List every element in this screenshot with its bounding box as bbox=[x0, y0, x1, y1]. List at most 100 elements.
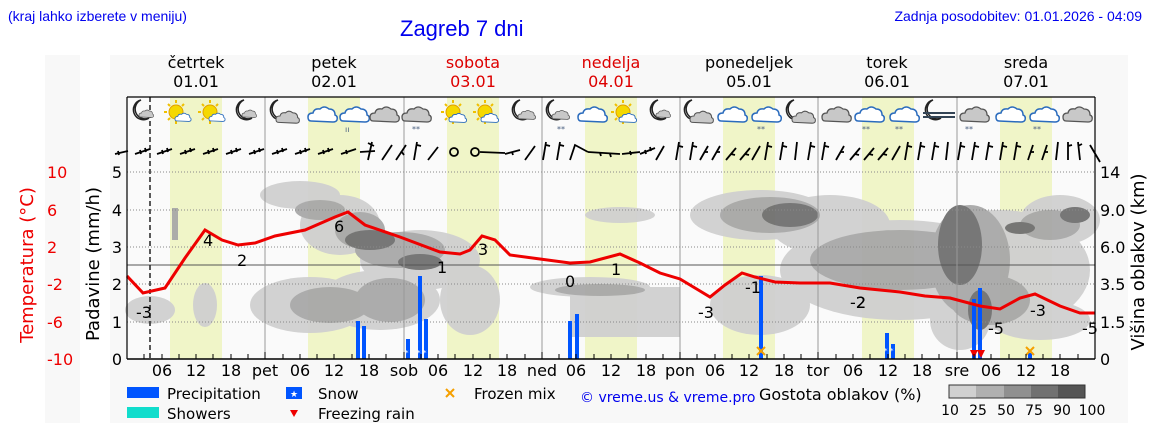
svg-text:tor: tor bbox=[807, 361, 830, 380]
svg-text:1: 1 bbox=[112, 313, 122, 332]
weather-icons: ıı ** ** ** ** ** ** ** bbox=[132, 99, 1093, 134]
svg-text:12: 12 bbox=[324, 361, 344, 380]
svg-text:18: 18 bbox=[1050, 361, 1070, 380]
day-name: petek bbox=[311, 53, 357, 72]
snow-markers: * * * * * bbox=[405, 347, 894, 357]
svg-text:**: ** bbox=[862, 125, 870, 134]
svg-text:-3: -3 bbox=[1030, 301, 1046, 320]
svg-text:-1: -1 bbox=[745, 278, 761, 297]
svg-text:12: 12 bbox=[739, 361, 759, 380]
svg-text:-2: -2 bbox=[850, 293, 866, 312]
legend-freezing-rain-label: Freezing rain bbox=[318, 405, 415, 423]
svg-text:*: * bbox=[890, 347, 894, 355]
svg-text:12: 12 bbox=[878, 361, 898, 380]
svg-text:18: 18 bbox=[636, 361, 656, 380]
svg-text:1: 1 bbox=[437, 258, 447, 277]
temp-axis-label: Temperatura (°C) bbox=[17, 187, 38, 344]
day-header: četrtek 01.01 bbox=[127, 53, 265, 91]
cloud-axis-label: Višina oblakov (km) bbox=[1128, 173, 1149, 350]
svg-text:14: 14 bbox=[1100, 163, 1120, 182]
svg-text:6: 6 bbox=[47, 201, 57, 220]
svg-text:1: 1 bbox=[611, 260, 621, 279]
svg-text:1.5: 1.5 bbox=[1100, 313, 1125, 332]
legend-snow-swatch bbox=[286, 387, 302, 399]
svg-text:100: 100 bbox=[1079, 403, 1106, 419]
svg-text:**: ** bbox=[757, 125, 765, 134]
svg-text:6: 6 bbox=[334, 217, 344, 236]
legend-showers-label: Showers bbox=[167, 405, 231, 423]
temperature-line bbox=[125, 210, 1095, 315]
svg-text:06: 06 bbox=[981, 361, 1001, 380]
copyright-link[interactable]: © vreme.us & vreme.pro bbox=[580, 390, 755, 406]
svg-text:75: 75 bbox=[1025, 403, 1043, 419]
svg-text:2: 2 bbox=[47, 238, 57, 257]
svg-text:18: 18 bbox=[497, 361, 517, 380]
svg-text:12: 12 bbox=[1016, 361, 1036, 380]
svg-text:06: 06 bbox=[566, 361, 586, 380]
legend-precip-label: Precipitation bbox=[167, 385, 261, 403]
x-ticks bbox=[143, 352, 1079, 359]
snow-icon: ★ bbox=[290, 390, 298, 400]
svg-text:ıı: ıı bbox=[345, 125, 349, 134]
day-date: 05.01 bbox=[726, 72, 772, 91]
svg-text:sre: sre bbox=[945, 361, 969, 380]
legend-showers-swatch bbox=[127, 407, 159, 418]
day-separators bbox=[264, 97, 958, 359]
svg-text:-3: -3 bbox=[698, 303, 714, 322]
svg-text:*: * bbox=[405, 349, 409, 357]
svg-text:10: 10 bbox=[941, 403, 959, 419]
cloud-axis-ticks: 0 1.5 3.5 6.0 9.0 14 bbox=[1100, 163, 1125, 369]
svg-text:90: 90 bbox=[1053, 403, 1071, 419]
svg-text:50: 50 bbox=[997, 403, 1015, 419]
cloud-density-scale bbox=[948, 384, 1086, 399]
svg-text:9.0: 9.0 bbox=[1100, 201, 1125, 220]
svg-text:06: 06 bbox=[290, 361, 310, 380]
svg-text:4: 4 bbox=[203, 231, 213, 250]
svg-text:12: 12 bbox=[186, 361, 206, 380]
region-hint-link[interactable]: (kraj lahko izberete v meniju) bbox=[8, 8, 187, 24]
svg-text:2: 2 bbox=[237, 251, 247, 270]
svg-text:3: 3 bbox=[478, 240, 488, 259]
svg-text:5: 5 bbox=[112, 163, 122, 182]
svg-text:sob: sob bbox=[390, 361, 418, 380]
svg-text:12: 12 bbox=[601, 361, 621, 380]
svg-text:0: 0 bbox=[112, 350, 122, 369]
precipitation-bars bbox=[356, 276, 1032, 359]
svg-text:18: 18 bbox=[774, 361, 794, 380]
legend: Precipitation Showers ★ Snow Freezing ra… bbox=[127, 384, 1105, 423]
svg-text:**: ** bbox=[557, 125, 565, 134]
svg-text:06: 06 bbox=[428, 361, 448, 380]
day-name: sobota bbox=[445, 53, 501, 72]
precip-axis-label: Padavine (mm/h) bbox=[83, 187, 104, 341]
svg-text:*: * bbox=[417, 349, 421, 357]
temp-axis-ticks: 10 6 2 -2 -6 -10 bbox=[47, 163, 73, 369]
svg-text:06: 06 bbox=[843, 361, 863, 380]
svg-text:*: * bbox=[884, 347, 888, 355]
page-title: Zagreb 7 dni bbox=[400, 16, 524, 41]
svg-text:**: ** bbox=[1033, 125, 1041, 134]
svg-text:6.0: 6.0 bbox=[1100, 238, 1125, 257]
day-name: nedelja bbox=[581, 53, 641, 72]
day-date: 02.01 bbox=[311, 72, 357, 91]
svg-text:25: 25 bbox=[969, 403, 987, 419]
frozen-mix-icon bbox=[445, 388, 455, 398]
svg-text:**: ** bbox=[965, 125, 973, 134]
day-header: torek 06.01 bbox=[818, 53, 956, 91]
x-tick-labels: 06 12 18 pet 06 12 18 sob 06 12 18 ned 0… bbox=[152, 361, 1070, 380]
svg-text:**: ** bbox=[895, 125, 903, 134]
wind-barbs bbox=[114, 141, 1101, 163]
svg-text:-5: -5 bbox=[988, 319, 1004, 338]
svg-text:06: 06 bbox=[152, 361, 172, 380]
temperature-labels: -3 4 2 6 1 3 0 1 -3 -1 -2 2 -5 -3 -5 bbox=[136, 217, 1098, 338]
svg-text:10: 10 bbox=[47, 163, 67, 182]
temp-axis-panel bbox=[45, 55, 80, 423]
day-date: 04.01 bbox=[588, 72, 634, 91]
svg-text:2: 2 bbox=[856, 293, 866, 312]
cloud-density-ticks: 10 25 50 75 90 100 bbox=[941, 403, 1105, 419]
day-name: ponedeljek bbox=[705, 53, 793, 72]
svg-text:12: 12 bbox=[463, 361, 483, 380]
svg-text:06: 06 bbox=[705, 361, 725, 380]
legend-snow-label: Snow bbox=[318, 385, 358, 403]
svg-text:2: 2 bbox=[112, 275, 122, 294]
